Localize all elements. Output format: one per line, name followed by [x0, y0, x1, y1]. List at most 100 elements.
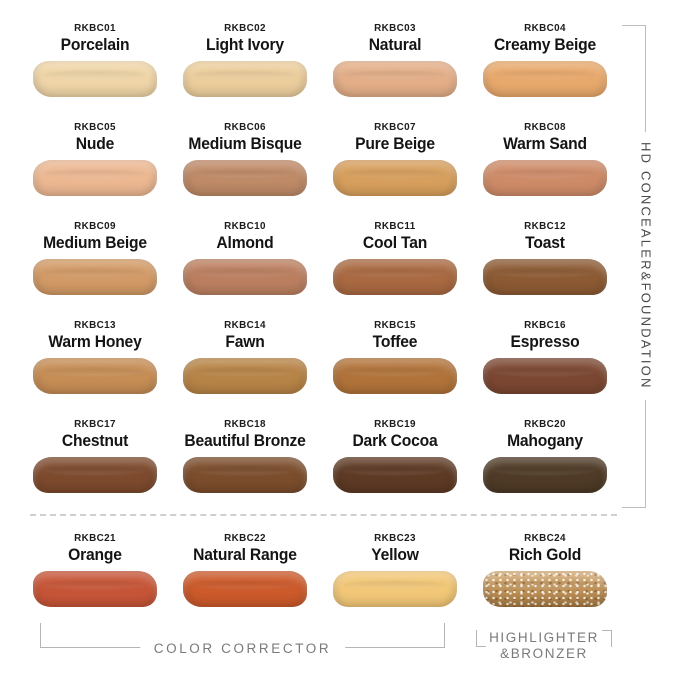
- shade-swatch: [483, 358, 607, 394]
- shade-code: RKBC24: [524, 532, 566, 544]
- color-corrector-label: COLOR CORRECTOR: [139, 641, 346, 656]
- shade-code: RKBC23: [374, 532, 416, 544]
- shade-code: RKBC05: [74, 121, 116, 133]
- shade-code: RKBC18: [224, 418, 266, 430]
- shade-name: Toffee: [372, 332, 418, 351]
- shade-swatch: [183, 571, 307, 607]
- shade-code: RKBC02: [224, 22, 266, 34]
- shade-code: RKBC10: [224, 220, 266, 232]
- shade-code: RKBC03: [374, 22, 416, 34]
- shade-card: RKBC08 Warm Sand: [470, 121, 620, 205]
- shade-code: RKBC09: [74, 220, 116, 232]
- shade-code: RKBC08: [524, 121, 566, 133]
- shade-swatch: [333, 358, 457, 394]
- shade-name: Fawn: [225, 332, 265, 351]
- dashed-divider: [30, 514, 617, 516]
- shade-name: Natural: [368, 35, 422, 54]
- shade-swatch: [333, 61, 457, 97]
- shade-name: Pure Beige: [355, 134, 435, 153]
- shade-card: RKBC17 Chestnut: [20, 418, 170, 502]
- shade-code: RKBC16: [524, 319, 566, 331]
- shade-name: Porcelain: [60, 35, 130, 54]
- shade-card: RKBC11 Cool Tan: [320, 220, 470, 304]
- shade-code: RKBC12: [524, 220, 566, 232]
- shade-name: Toast: [525, 233, 565, 252]
- shade-swatch: [33, 160, 157, 196]
- shade-swatch: [183, 358, 307, 394]
- shade-name: Light Ivory: [206, 35, 284, 54]
- shade-card: RKBC16 Espresso: [470, 319, 620, 403]
- shade-card: RKBC07 Pure Beige: [320, 121, 470, 205]
- shade-swatch: [333, 160, 457, 196]
- shade-card: RKBC12 Toast: [470, 220, 620, 304]
- shade-card: RKBC05 Nude: [20, 121, 170, 205]
- shade-card: RKBC21 Orange: [20, 532, 170, 616]
- shade-name: Warm Honey: [48, 332, 142, 351]
- shade-name: Rich Gold: [508, 545, 582, 564]
- shade-name: Almond: [216, 233, 274, 252]
- bracket-corner-right-icon: [602, 630, 612, 647]
- shade-name: Natural Range: [193, 545, 297, 564]
- shade-swatch: [333, 571, 457, 607]
- shade-swatch: [483, 259, 607, 295]
- shade-card: RKBC03 Natural: [320, 22, 470, 106]
- shade-name: Chestnut: [61, 431, 129, 450]
- shade-name: Yellow: [371, 545, 419, 564]
- bracket-corner-left-icon: [476, 630, 486, 647]
- shade-name: Orange: [68, 545, 122, 564]
- shade-card: RKBC04 Creamy Beige: [470, 22, 620, 106]
- shade-card: RKBC23 Yellow: [320, 532, 470, 616]
- shade-swatch: [183, 61, 307, 97]
- concealer-foundation-grid: RKBC01 Porcelain RKBC02 Light Ivory RKBC…: [20, 22, 620, 502]
- shade-card: RKBC01 Porcelain: [20, 22, 170, 106]
- color-corrector-bracket: COLOR CORRECTOR: [40, 623, 445, 656]
- shade-swatch: [333, 457, 457, 493]
- shade-swatch: [183, 259, 307, 295]
- shade-name: Cool Tan: [362, 233, 428, 252]
- shade-name: Espresso: [510, 332, 580, 351]
- shade-swatch: [333, 259, 457, 295]
- shade-code: RKBC17: [74, 418, 116, 430]
- shade-swatch: [183, 457, 307, 493]
- shade-name: Warm Sand: [503, 134, 587, 153]
- shade-card: RKBC13 Warm Honey: [20, 319, 170, 403]
- right-bracket-bottom-arm: [622, 507, 646, 508]
- shade-code: RKBC14: [224, 319, 266, 331]
- shade-code: RKBC13: [74, 319, 116, 331]
- shade-card: RKBC14 Fawn: [170, 319, 320, 403]
- shade-swatch: [33, 358, 157, 394]
- shade-swatch: [33, 259, 157, 295]
- shade-swatch: [33, 457, 157, 493]
- shade-code: RKBC07: [374, 121, 416, 133]
- shade-code: RKBC04: [524, 22, 566, 34]
- shade-name: Nude: [75, 134, 115, 153]
- shade-swatch: [483, 61, 607, 97]
- bronzer-label: &BRONZER: [500, 646, 588, 661]
- shade-code: RKBC15: [374, 319, 416, 331]
- right-bracket-top-arm: [622, 25, 646, 26]
- shade-card: RKBC02 Light Ivory: [170, 22, 320, 106]
- shade-swatch: [183, 160, 307, 196]
- shade-name: Creamy Beige: [493, 35, 597, 54]
- shade-swatch: [33, 571, 157, 607]
- shade-code: RKBC21: [74, 532, 116, 544]
- shade-name: Dark Cocoa: [352, 431, 438, 450]
- shade-card: RKBC18 Beautiful Bronze: [170, 418, 320, 502]
- right-group-label-wrap: HD CONCEALER&FOUNDATION: [636, 25, 656, 507]
- shade-card: RKBC20 Mahogany: [470, 418, 620, 502]
- shade-code: RKBC06: [224, 121, 266, 133]
- shade-card: RKBC09 Medium Beige: [20, 220, 170, 304]
- highlighter-label: HIGHLIGHTER: [489, 630, 599, 645]
- hd-concealer-foundation-label: HD CONCEALER&FOUNDATION: [638, 132, 654, 400]
- shade-swatch: [483, 457, 607, 493]
- shade-card: RKBC19 Dark Cocoa: [320, 418, 470, 502]
- shade-name: Mahogany: [507, 431, 583, 450]
- highlighter-bronzer-group: HIGHLIGHTER &BRONZER: [476, 629, 612, 662]
- shade-code: RKBC11: [374, 220, 416, 232]
- shade-name: Beautiful Bronze: [184, 431, 306, 450]
- corrector-highlighter-grid: RKBC21 Orange RKBC22 Natural Range RKBC2…: [20, 532, 620, 616]
- shade-name: Medium Beige: [43, 233, 147, 252]
- shade-code: RKBC20: [524, 418, 566, 430]
- shade-swatch: [33, 61, 157, 97]
